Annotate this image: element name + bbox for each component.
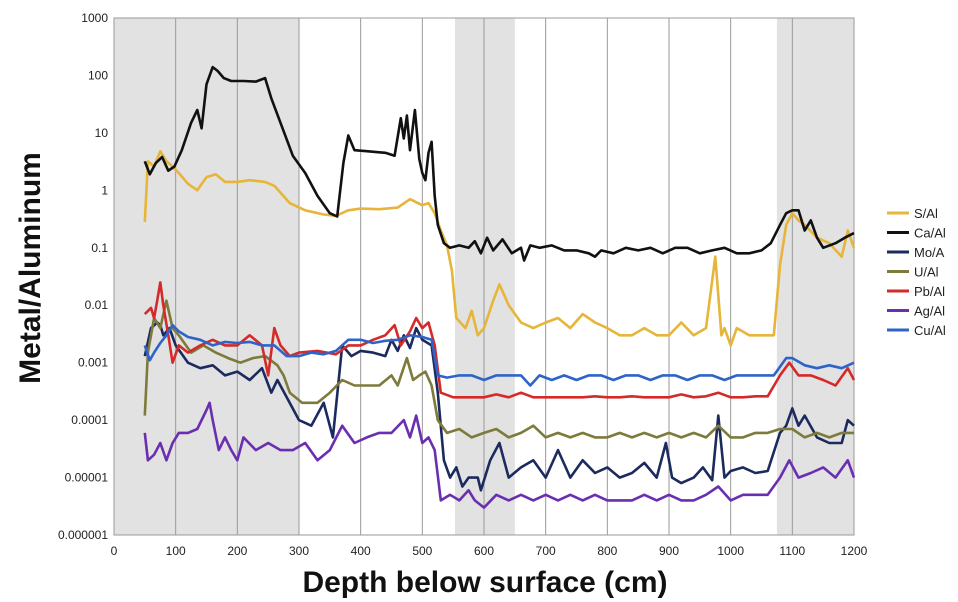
legend-label: S/Al xyxy=(914,206,938,221)
series-line-pb-al xyxy=(143,281,856,399)
shaded-band-2 xyxy=(455,18,515,535)
x-tick-label: 1200 xyxy=(841,544,868,558)
y-tick-label: 1 xyxy=(101,183,108,197)
y-tick-label: 0.000001 xyxy=(58,528,108,542)
x-tick-label: 200 xyxy=(227,544,247,558)
legend-label: U/Al xyxy=(914,265,939,280)
series-line-ag-al xyxy=(143,401,856,509)
shaded-band-3 xyxy=(776,18,854,535)
y-tick-label: 0.0001 xyxy=(71,413,108,427)
x-tick-label: 100 xyxy=(166,544,186,558)
series-line-ca-al xyxy=(143,65,855,262)
x-tick-label: 700 xyxy=(536,544,556,558)
legend-label: Cu/Al xyxy=(914,323,946,338)
y-axis-label: Metal/Aluminum xyxy=(14,152,47,384)
x-tick-label: 900 xyxy=(659,544,679,558)
x-tick-label: 1100 xyxy=(779,544,805,558)
x-tick-label: 600 xyxy=(474,544,494,558)
y-tick-label: 100 xyxy=(88,68,108,82)
legend: S/Al Ca/Al Mo/A U/Al Pb/Al Ag/Al Cu/Al xyxy=(887,206,946,338)
legend-label: Ag/Al xyxy=(914,304,945,319)
series-line-s-al xyxy=(143,149,856,347)
x-tick-label: 800 xyxy=(597,544,617,558)
x-tick-label: 1000 xyxy=(717,544,744,558)
x-tick-label: 500 xyxy=(412,544,432,558)
legend-label: Pb/Al xyxy=(914,284,945,299)
series-line-u-al xyxy=(143,299,854,439)
y-tick-label: 10 xyxy=(95,126,109,140)
legend-label: Mo/A xyxy=(914,245,945,260)
series-lines xyxy=(143,65,856,509)
x-axis-label: Depth below surface (cm) xyxy=(302,566,667,599)
y-tick-label: 0.1 xyxy=(91,241,108,255)
legend-label: Ca/Al xyxy=(914,226,946,241)
shaded-bands xyxy=(114,18,854,535)
y-tick-label: 0.00001 xyxy=(65,471,109,485)
x-tick-label: 400 xyxy=(351,544,371,558)
vertical-gridlines xyxy=(175,18,793,535)
x-tick-label: 0 xyxy=(111,544,118,558)
x-axis-ticks: 0 100 200 300 400 500 600 700 800 900 1000 1100 1200 xyxy=(111,544,868,558)
plot-area xyxy=(113,17,855,536)
y-axis-ticks: 1000 100 10 1 0.1 0.01 0.001 0.0001 0.00001 0.000… xyxy=(58,11,108,542)
series-line-mo-a xyxy=(143,321,855,492)
shaded-band-1 xyxy=(114,18,299,535)
y-tick-label: 0.001 xyxy=(78,356,108,370)
x-tick-label: 300 xyxy=(289,544,309,558)
series-line-cu-al xyxy=(143,323,855,387)
y-tick-label: 0.01 xyxy=(85,298,109,312)
y-tick-label: 1000 xyxy=(81,11,108,25)
